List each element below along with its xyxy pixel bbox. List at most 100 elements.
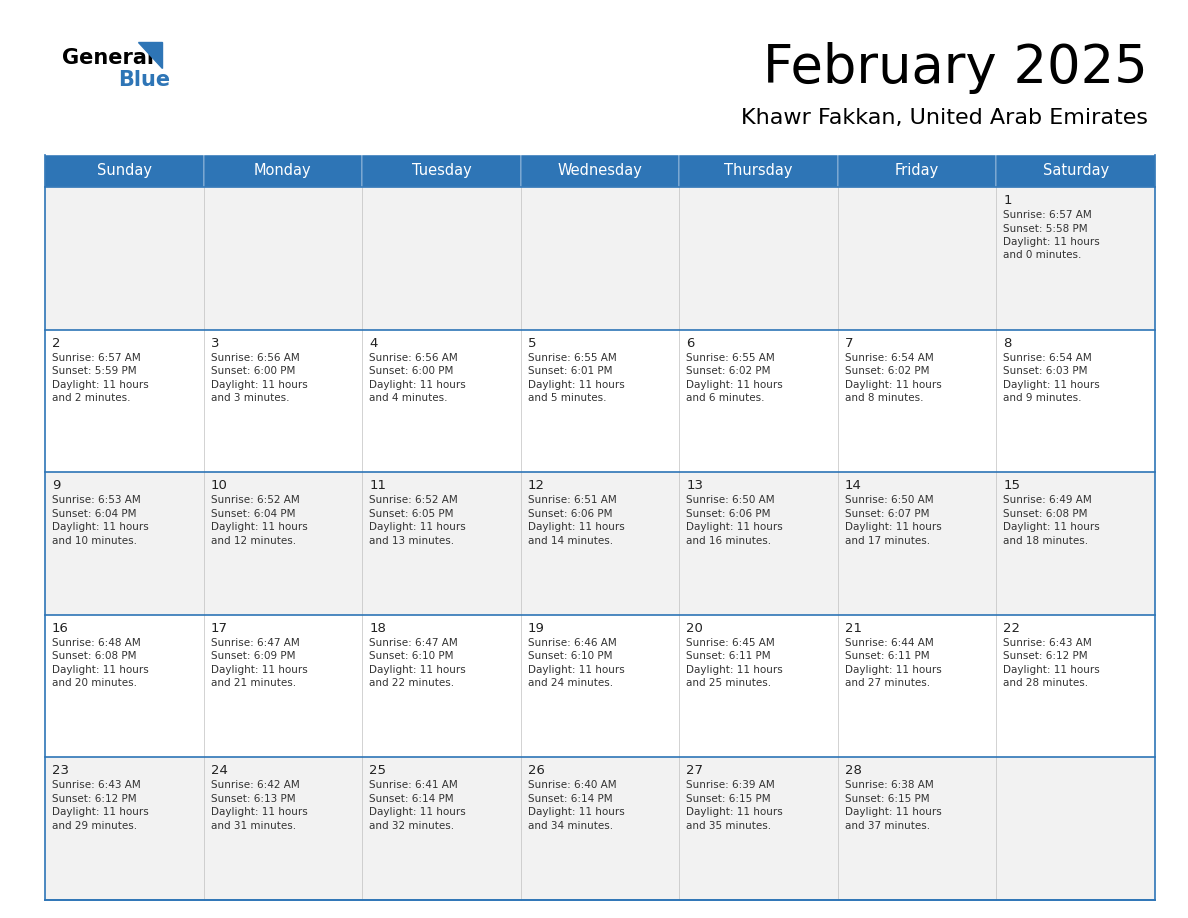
- Text: and 22 minutes.: and 22 minutes.: [369, 678, 454, 688]
- Text: Sunset: 6:06 PM: Sunset: 6:06 PM: [527, 509, 612, 519]
- Text: Sunset: 6:10 PM: Sunset: 6:10 PM: [369, 651, 454, 661]
- Text: Sunset: 6:06 PM: Sunset: 6:06 PM: [687, 509, 771, 519]
- Text: Daylight: 11 hours: Daylight: 11 hours: [369, 522, 466, 532]
- Text: 19: 19: [527, 621, 544, 635]
- Text: 16: 16: [52, 621, 69, 635]
- Text: 2: 2: [52, 337, 61, 350]
- Polygon shape: [138, 42, 162, 68]
- Text: Daylight: 11 hours: Daylight: 11 hours: [1004, 380, 1100, 389]
- Text: Sunset: 6:12 PM: Sunset: 6:12 PM: [1004, 651, 1088, 661]
- Text: 23: 23: [52, 765, 69, 778]
- Text: Sunrise: 6:52 AM: Sunrise: 6:52 AM: [369, 495, 457, 505]
- Text: and 20 minutes.: and 20 minutes.: [52, 678, 137, 688]
- Text: and 29 minutes.: and 29 minutes.: [52, 821, 137, 831]
- Text: Sunset: 6:10 PM: Sunset: 6:10 PM: [527, 651, 612, 661]
- Text: Sunset: 6:02 PM: Sunset: 6:02 PM: [845, 366, 929, 376]
- Text: and 6 minutes.: and 6 minutes.: [687, 393, 765, 403]
- Text: 12: 12: [527, 479, 545, 492]
- Text: Sunrise: 6:43 AM: Sunrise: 6:43 AM: [52, 780, 140, 790]
- Text: Saturday: Saturday: [1043, 163, 1108, 178]
- Text: Sunset: 5:59 PM: Sunset: 5:59 PM: [52, 366, 137, 376]
- Text: Sunset: 6:03 PM: Sunset: 6:03 PM: [1004, 366, 1088, 376]
- Text: Daylight: 11 hours: Daylight: 11 hours: [845, 380, 942, 389]
- Text: Sunset: 6:11 PM: Sunset: 6:11 PM: [687, 651, 771, 661]
- Text: Sunrise: 6:55 AM: Sunrise: 6:55 AM: [687, 353, 775, 363]
- Text: 9: 9: [52, 479, 61, 492]
- Text: Daylight: 11 hours: Daylight: 11 hours: [52, 522, 148, 532]
- Text: and 8 minutes.: and 8 minutes.: [845, 393, 923, 403]
- Text: and 17 minutes.: and 17 minutes.: [845, 536, 930, 545]
- Text: and 12 minutes.: and 12 minutes.: [210, 536, 296, 545]
- Text: Sunrise: 6:50 AM: Sunrise: 6:50 AM: [687, 495, 775, 505]
- Text: and 37 minutes.: and 37 minutes.: [845, 821, 930, 831]
- Bar: [45, 187, 1155, 330]
- Text: and 2 minutes.: and 2 minutes.: [52, 393, 131, 403]
- Text: Sunset: 5:58 PM: Sunset: 5:58 PM: [1004, 223, 1088, 233]
- Bar: [45, 615, 1155, 757]
- Text: and 27 minutes.: and 27 minutes.: [845, 678, 930, 688]
- Text: Sunset: 6:09 PM: Sunset: 6:09 PM: [210, 651, 295, 661]
- Text: Daylight: 11 hours: Daylight: 11 hours: [369, 380, 466, 389]
- Bar: [680, 155, 838, 187]
- Text: 17: 17: [210, 621, 228, 635]
- Text: 20: 20: [687, 621, 703, 635]
- Bar: [203, 155, 362, 187]
- Text: Sunset: 6:05 PM: Sunset: 6:05 PM: [369, 509, 454, 519]
- Text: Blue: Blue: [118, 70, 170, 90]
- Text: 24: 24: [210, 765, 227, 778]
- Text: Daylight: 11 hours: Daylight: 11 hours: [369, 808, 466, 817]
- Text: Sunset: 6:14 PM: Sunset: 6:14 PM: [369, 794, 454, 804]
- Bar: [520, 155, 680, 187]
- Text: 25: 25: [369, 765, 386, 778]
- Text: Daylight: 11 hours: Daylight: 11 hours: [369, 665, 466, 675]
- Text: Sunset: 6:11 PM: Sunset: 6:11 PM: [845, 651, 929, 661]
- Text: Sunset: 6:02 PM: Sunset: 6:02 PM: [687, 366, 771, 376]
- Text: Daylight: 11 hours: Daylight: 11 hours: [527, 808, 625, 817]
- Text: Sunset: 6:00 PM: Sunset: 6:00 PM: [210, 366, 295, 376]
- Text: Sunrise: 6:52 AM: Sunrise: 6:52 AM: [210, 495, 299, 505]
- Text: Sunday: Sunday: [96, 163, 152, 178]
- Text: and 21 minutes.: and 21 minutes.: [210, 678, 296, 688]
- Text: Daylight: 11 hours: Daylight: 11 hours: [1004, 522, 1100, 532]
- Text: Sunrise: 6:47 AM: Sunrise: 6:47 AM: [210, 638, 299, 648]
- Text: 7: 7: [845, 337, 853, 350]
- Text: Daylight: 11 hours: Daylight: 11 hours: [1004, 665, 1100, 675]
- Text: February 2025: February 2025: [763, 42, 1148, 94]
- Text: Daylight: 11 hours: Daylight: 11 hours: [687, 808, 783, 817]
- Text: 15: 15: [1004, 479, 1020, 492]
- Text: Sunset: 6:08 PM: Sunset: 6:08 PM: [1004, 509, 1088, 519]
- Text: Sunset: 6:15 PM: Sunset: 6:15 PM: [687, 794, 771, 804]
- Text: Daylight: 11 hours: Daylight: 11 hours: [210, 665, 308, 675]
- Text: Daylight: 11 hours: Daylight: 11 hours: [527, 665, 625, 675]
- Text: Khawr Fakkan, United Arab Emirates: Khawr Fakkan, United Arab Emirates: [741, 108, 1148, 128]
- Text: Daylight: 11 hours: Daylight: 11 hours: [687, 380, 783, 389]
- Bar: [45, 155, 203, 187]
- Text: Daylight: 11 hours: Daylight: 11 hours: [52, 665, 148, 675]
- Text: Sunrise: 6:50 AM: Sunrise: 6:50 AM: [845, 495, 934, 505]
- Text: 27: 27: [687, 765, 703, 778]
- Text: Sunset: 6:07 PM: Sunset: 6:07 PM: [845, 509, 929, 519]
- Text: Sunset: 6:08 PM: Sunset: 6:08 PM: [52, 651, 137, 661]
- Text: Sunrise: 6:45 AM: Sunrise: 6:45 AM: [687, 638, 775, 648]
- Text: and 18 minutes.: and 18 minutes.: [1004, 536, 1088, 545]
- Text: Daylight: 11 hours: Daylight: 11 hours: [845, 522, 942, 532]
- Text: Sunrise: 6:54 AM: Sunrise: 6:54 AM: [845, 353, 934, 363]
- Text: and 24 minutes.: and 24 minutes.: [527, 678, 613, 688]
- Text: Daylight: 11 hours: Daylight: 11 hours: [210, 808, 308, 817]
- Text: Sunrise: 6:56 AM: Sunrise: 6:56 AM: [369, 353, 457, 363]
- Text: Daylight: 11 hours: Daylight: 11 hours: [52, 380, 148, 389]
- Text: 3: 3: [210, 337, 219, 350]
- Bar: [45, 472, 1155, 615]
- Bar: [838, 155, 997, 187]
- Text: and 34 minutes.: and 34 minutes.: [527, 821, 613, 831]
- Text: and 32 minutes.: and 32 minutes.: [369, 821, 454, 831]
- Text: Sunset: 6:04 PM: Sunset: 6:04 PM: [210, 509, 295, 519]
- Text: Sunrise: 6:57 AM: Sunrise: 6:57 AM: [1004, 210, 1092, 220]
- Text: 8: 8: [1004, 337, 1012, 350]
- Text: Sunrise: 6:53 AM: Sunrise: 6:53 AM: [52, 495, 140, 505]
- Text: and 31 minutes.: and 31 minutes.: [210, 821, 296, 831]
- Text: Monday: Monday: [254, 163, 311, 178]
- Text: 21: 21: [845, 621, 861, 635]
- Text: Sunset: 6:13 PM: Sunset: 6:13 PM: [210, 794, 295, 804]
- Text: and 5 minutes.: and 5 minutes.: [527, 393, 606, 403]
